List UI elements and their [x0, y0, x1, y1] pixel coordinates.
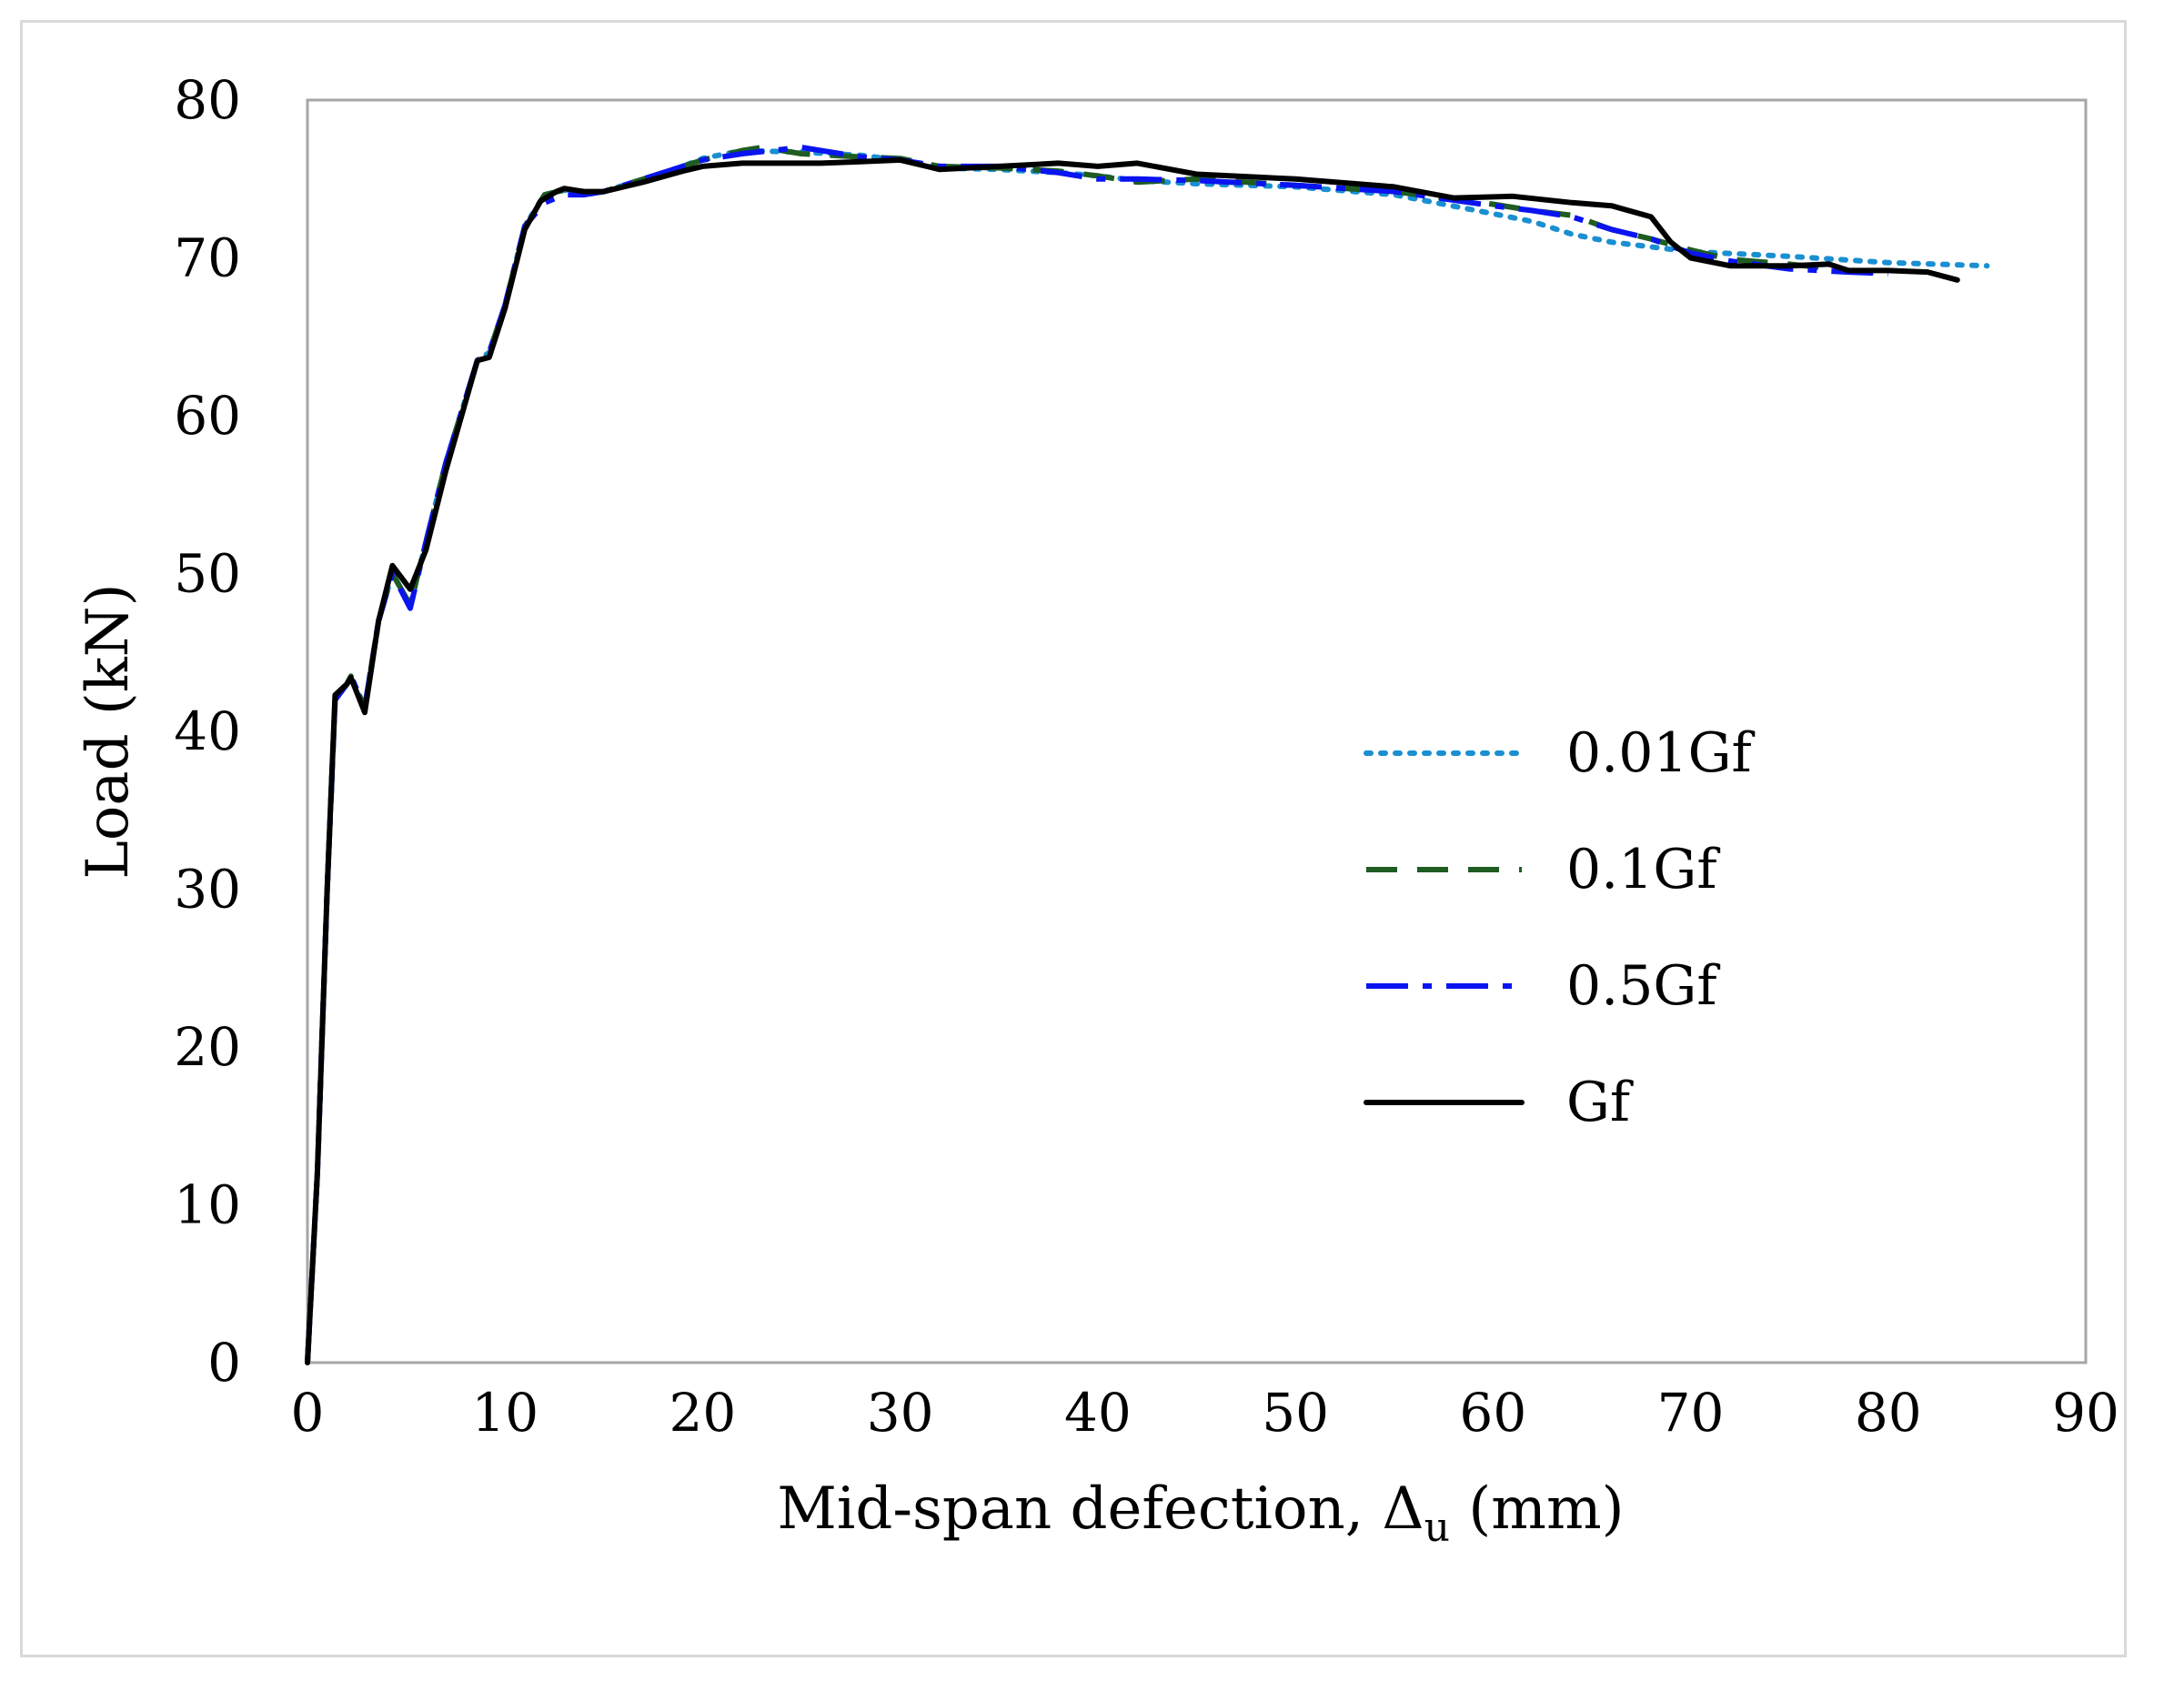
- line-chart: 0 10 20 30 40 50 60 70 80 0 10 20 30 40 50 60 70 80 90 Lo…: [75, 69, 2119, 1551]
- plot-area: [306, 98, 2088, 1364]
- x-tick-label: 50: [1262, 1382, 1329, 1444]
- x-axis-title-unit: (mm): [1450, 1475, 1625, 1543]
- x-tick-label: 10: [471, 1382, 538, 1444]
- y-tick-label: 80: [174, 69, 241, 131]
- y-axis-ticks: 0 10 20 30 40 50 60 70 80: [174, 69, 241, 1394]
- series-layer: [305, 145, 1990, 1365]
- legend-label-0.1Gf: 0.1Gf: [1566, 838, 1720, 901]
- x-tick-label: 90: [2052, 1382, 2119, 1444]
- y-axis-title: Load (kN): [75, 583, 142, 879]
- legend-label-Gf: Gf: [1566, 1071, 1634, 1134]
- y-tick-label: 0: [207, 1332, 241, 1394]
- x-tick-label: 60: [1459, 1382, 1526, 1444]
- x-axis-title-subscript: u: [1424, 1505, 1450, 1551]
- x-tick-label: 0: [291, 1382, 325, 1444]
- y-tick-label: 60: [174, 385, 241, 447]
- y-tick-label: 40: [174, 700, 241, 762]
- x-tick-label: 70: [1657, 1382, 1725, 1444]
- series-line-Gf: [305, 156, 1960, 1365]
- y-tick-label: 10: [174, 1174, 241, 1236]
- legend: 0.01Gf 0.1Gf 0.5Gf Gf: [1364, 721, 1756, 1134]
- x-tick-label: 80: [1855, 1382, 1922, 1444]
- y-tick-label: 20: [174, 1016, 241, 1078]
- x-axis-title-main: Mid-span defection, Δ: [777, 1475, 1424, 1543]
- x-axis-ticks: 0 10 20 30 40 50 60 70 80 90: [291, 1382, 2119, 1444]
- x-tick-label: 30: [867, 1382, 934, 1444]
- x-tick-label: 20: [669, 1382, 737, 1444]
- legend-label-0.01Gf: 0.01Gf: [1566, 721, 1756, 785]
- x-tick-label: 40: [1064, 1382, 1132, 1444]
- x-axis-title: Mid-span defection, Δu (mm): [777, 1475, 1624, 1551]
- y-tick-label: 70: [174, 227, 241, 289]
- chart-frame: 0 10 20 30 40 50 60 70 80 0 10 20 30 40 50 60 70 80 90 Lo…: [20, 20, 2127, 1657]
- y-tick-label: 30: [174, 859, 241, 921]
- legend-label-0.5Gf: 0.5Gf: [1566, 954, 1720, 1018]
- y-tick-label: 50: [174, 543, 241, 605]
